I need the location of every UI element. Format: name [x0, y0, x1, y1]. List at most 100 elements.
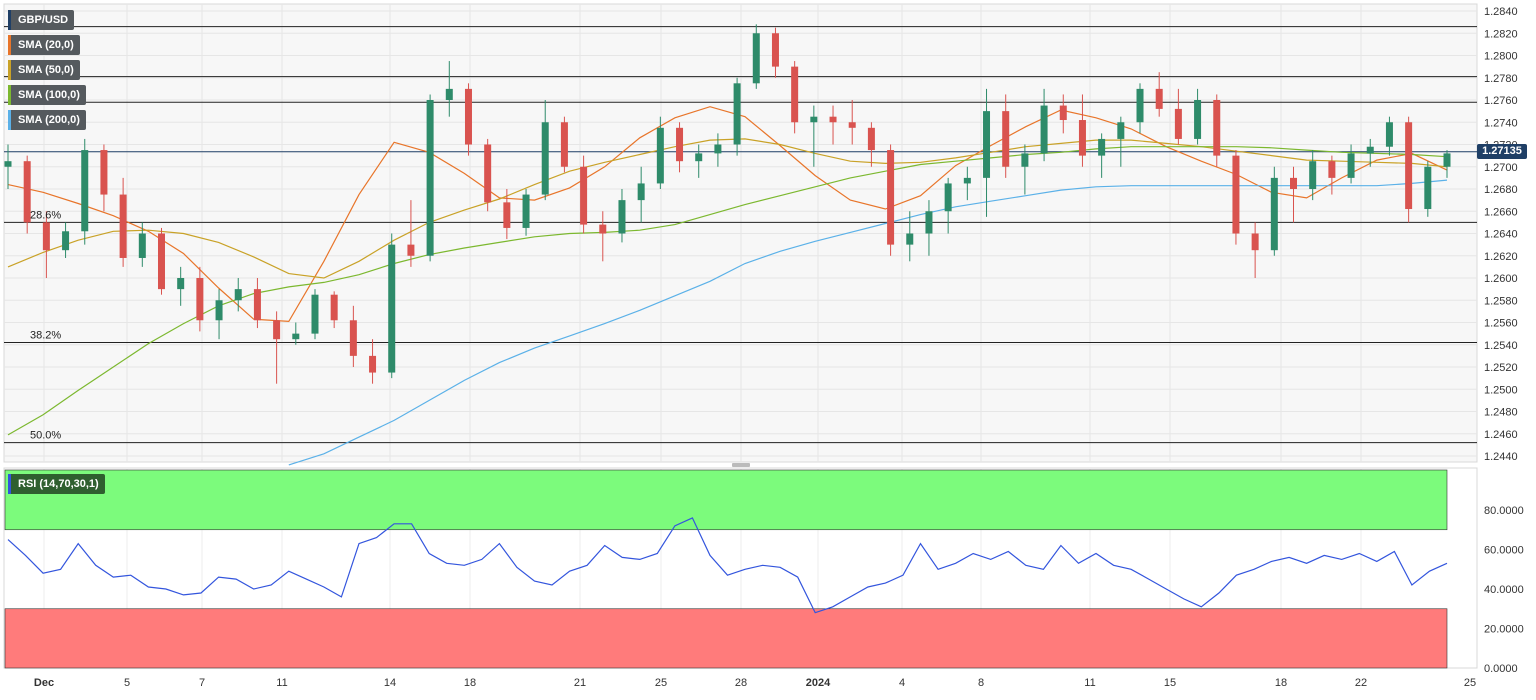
price-tick-label: 1.2520	[1484, 362, 1518, 374]
sma-line	[7, 146, 1448, 436]
sma-line	[7, 106, 1448, 323]
candle-body	[157, 233, 165, 290]
candle-body	[196, 278, 204, 321]
price-tick-label: 1.2560	[1484, 318, 1518, 330]
candle-body	[503, 202, 511, 228]
candle-body	[1290, 177, 1298, 189]
candle-body	[311, 294, 319, 334]
candle-body	[867, 127, 875, 151]
candle-body	[1117, 122, 1125, 139]
candle-body	[522, 194, 530, 228]
date-tick-label: 8	[978, 677, 984, 689]
candle-body	[1155, 88, 1163, 109]
candle-body	[791, 66, 799, 123]
candle-body	[637, 183, 645, 201]
candle-body	[983, 111, 991, 178]
date-tick-label: 15	[1164, 677, 1176, 689]
rsi-overbought-zone	[4, 469, 1448, 531]
candle-body	[541, 122, 549, 195]
candle-body	[1194, 100, 1202, 139]
candle-body	[676, 127, 684, 162]
candle-body	[1270, 177, 1278, 251]
rsi-oversold-zone	[4, 608, 1448, 669]
price-tick-label: 1.2620	[1484, 251, 1518, 263]
rsi-swatch	[8, 474, 11, 494]
date-tick-label: 21	[574, 677, 586, 689]
sma100-swatch	[8, 85, 11, 105]
date-tick-label: 18	[464, 677, 476, 689]
candle-body	[1251, 233, 1259, 251]
candle-body	[714, 144, 722, 154]
price-tick-label: 1.2500	[1484, 384, 1518, 396]
candle-body	[1098, 138, 1106, 156]
candle-body	[1232, 155, 1240, 234]
sma20-legend[interactable]: SMA (20,0)	[8, 35, 80, 55]
candle-body	[426, 100, 434, 256]
date-tick-label: 28	[735, 677, 747, 689]
price-tick-label: 1.2600	[1484, 273, 1518, 285]
candle-body	[752, 33, 760, 84]
candlesticks	[4, 24, 1451, 384]
candle-body	[1405, 122, 1413, 210]
candle-body	[81, 150, 89, 232]
candle-body	[177, 278, 185, 290]
sma200-legend[interactable]: SMA (200,0)	[8, 110, 86, 130]
price-tick-label: 1.2780	[1484, 73, 1518, 85]
candle-body	[771, 33, 779, 67]
rsi-line-group	[7, 517, 1448, 614]
price-tick-label: 1.2440	[1484, 451, 1518, 463]
sma20-legend-text: SMA (20,0)	[18, 39, 74, 51]
price-tick-label: 1.2640	[1484, 229, 1518, 241]
date-tick-label: 5	[124, 677, 130, 689]
date-axis: Dec 5 7 11 14 18 21 25 28 2024 4 8 11 15 18 22 25	[34, 677, 1476, 689]
candle-body	[829, 116, 837, 123]
candle-body	[1040, 105, 1048, 154]
candle-body	[42, 222, 50, 251]
candle-body	[906, 233, 914, 245]
sma50-legend-text: SMA (50,0)	[18, 64, 74, 76]
date-tick-label: 4	[899, 677, 905, 689]
date-tick-label: 18	[1275, 677, 1287, 689]
candle-body	[273, 320, 281, 340]
candle-body	[407, 244, 415, 256]
sma50-legend[interactable]: SMA (50,0)	[8, 60, 80, 80]
pane-resize-handle[interactable]	[732, 463, 750, 467]
candle-body	[618, 200, 626, 234]
date-tick-label: 25	[1464, 677, 1476, 689]
rsi-legend[interactable]: RSI (14,70,30,1)	[8, 474, 105, 494]
fib-labels: 28.6% 38.2% 50.0%	[30, 209, 61, 441]
symbol-label-text: GBP/USD	[18, 14, 69, 26]
symbol-label[interactable]: GBP/USD	[8, 10, 75, 30]
fib-label: 38.2%	[30, 330, 61, 342]
candle-body	[253, 289, 261, 321]
candle-body	[1385, 122, 1393, 147]
symbol-swatch	[8, 10, 11, 30]
price-tick-label: 1.2680	[1484, 184, 1518, 196]
date-tick-label: 7	[199, 677, 205, 689]
rsi-axis: 80.0000 60.0000 40.0000 20.0000 0.0000	[1484, 505, 1524, 675]
candle-body	[1213, 100, 1221, 156]
candle-body	[330, 294, 338, 321]
candle-body	[1328, 161, 1336, 178]
candle-body	[733, 83, 741, 145]
candle-body	[1002, 111, 1010, 167]
candle-body	[1136, 88, 1144, 123]
price-tick-label: 1.2840	[1484, 6, 1518, 18]
candle-body	[887, 150, 895, 245]
candle-body	[215, 300, 223, 321]
candle-body	[560, 122, 568, 167]
candle-body	[4, 161, 12, 167]
date-tick-label: Dec	[34, 677, 54, 689]
candle-body	[484, 144, 492, 203]
candle-body	[695, 153, 703, 162]
price-axis: 1.2840 1.2820 1.2800 1.2780 1.2760 1.2740 1.27…	[1484, 6, 1518, 463]
candle-body	[925, 211, 933, 234]
rsi-line	[7, 517, 1448, 614]
candle-body	[234, 289, 242, 301]
horizontal-levels	[4, 26, 1477, 444]
date-tick-label: 2024	[806, 677, 831, 689]
sma50-swatch	[8, 60, 11, 80]
sma100-legend[interactable]: SMA (100,0)	[8, 85, 86, 105]
rsi-tick-label: 20.0000	[1484, 624, 1524, 636]
